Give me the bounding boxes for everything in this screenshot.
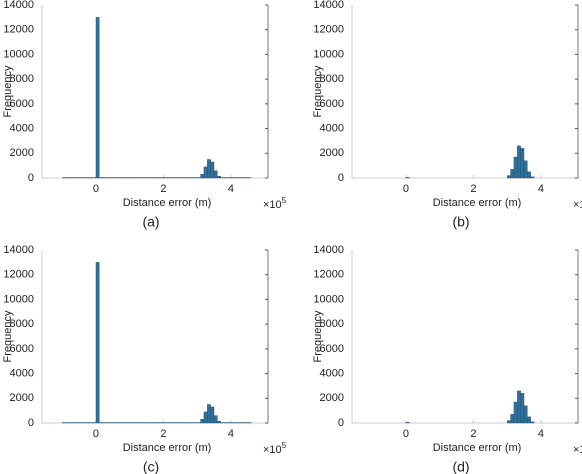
x-multiplier: ×105 bbox=[573, 196, 582, 211]
caption: (c) bbox=[143, 459, 159, 474]
y-tick-label: 14000 bbox=[313, 0, 344, 11]
y-axis-label: Frequency bbox=[2, 310, 14, 362]
x-axis-label: Distance error (m) bbox=[433, 197, 522, 209]
y-tick-label: 12000 bbox=[3, 269, 34, 281]
y-tick-label: 2000 bbox=[320, 147, 344, 159]
histogram-bar bbox=[523, 405, 528, 424]
histogram-bar bbox=[95, 262, 100, 424]
y-tick-label: 12000 bbox=[313, 24, 344, 36]
caption: (a) bbox=[142, 214, 159, 230]
histogram-bar bbox=[200, 419, 205, 424]
x-tick-label: 0 bbox=[403, 428, 409, 440]
y-tick-label: 14000 bbox=[313, 244, 344, 256]
y-tick-label: 0 bbox=[338, 417, 344, 429]
x-tick-label: 2 bbox=[470, 183, 476, 195]
histogram-bar bbox=[517, 390, 521, 424]
histogram-bar bbox=[207, 404, 211, 424]
histogram-bar bbox=[520, 393, 525, 424]
x-tick-label: 4 bbox=[228, 183, 234, 195]
y-tick-label: 10000 bbox=[3, 48, 34, 60]
x-axis-label: Distance error (m) bbox=[433, 442, 522, 454]
y-axis-label: Frequency bbox=[312, 310, 324, 362]
y-axis-label: Frequency bbox=[2, 65, 14, 117]
x-multiplier-base: ×10 bbox=[573, 199, 582, 211]
histogram-bar bbox=[513, 401, 518, 424]
x-tick-label: 2 bbox=[160, 428, 166, 440]
histogram-bar bbox=[203, 411, 208, 424]
y-axis-label: Frequency bbox=[312, 65, 324, 117]
y-tick-label: 14000 bbox=[3, 0, 34, 11]
y-tick-label: 2000 bbox=[10, 392, 34, 404]
x-multiplier-exponent: 5 bbox=[282, 196, 287, 205]
histogram-bar bbox=[213, 415, 218, 424]
y-tick-label: 0 bbox=[28, 417, 34, 429]
y-tick-label: 10000 bbox=[313, 293, 344, 305]
y-tick-label: 6000 bbox=[320, 98, 344, 110]
x-multiplier: ×105 bbox=[263, 196, 287, 211]
y-tick-label: 10000 bbox=[313, 48, 344, 60]
histogram-bar bbox=[200, 174, 205, 179]
y-tick-label: 4000 bbox=[10, 122, 34, 134]
histogram-bar bbox=[203, 166, 208, 179]
histogram-bar bbox=[530, 176, 535, 179]
y-tick-label: 12000 bbox=[3, 24, 34, 36]
y-tick-label: 2000 bbox=[320, 392, 344, 404]
x-tick-label: 2 bbox=[160, 183, 166, 195]
y-tick-label: 0 bbox=[28, 172, 34, 184]
y-tick-label: 6000 bbox=[10, 98, 34, 110]
x-axis-label: Distance error (m) bbox=[123, 197, 212, 209]
histogram-bar bbox=[95, 17, 100, 179]
x-tick-label: 0 bbox=[93, 183, 99, 195]
histogram-bar bbox=[405, 177, 410, 179]
y-tick-label: 4000 bbox=[320, 122, 344, 134]
x-tick-label: 0 bbox=[403, 183, 409, 195]
histogram-bar bbox=[517, 145, 521, 179]
y-tick-label: 2000 bbox=[10, 147, 34, 159]
histogram-bar bbox=[507, 175, 511, 179]
histogram-bar bbox=[527, 171, 531, 179]
histogram-bar bbox=[213, 170, 218, 179]
x-multiplier: ×105 bbox=[263, 441, 287, 456]
histogram-bar bbox=[510, 414, 515, 424]
y-tick-label: 4000 bbox=[320, 367, 344, 379]
y-tick-label: 8000 bbox=[320, 318, 344, 330]
x-multiplier-base: ×10 bbox=[263, 444, 282, 456]
histogram-bar bbox=[513, 156, 518, 179]
x-tick-label: 4 bbox=[538, 428, 544, 440]
caption: (b) bbox=[452, 214, 469, 230]
y-tick-label: 10000 bbox=[3, 293, 34, 305]
y-tick-label: 6000 bbox=[10, 343, 34, 355]
x-tick-label: 4 bbox=[538, 183, 544, 195]
x-multiplier-base: ×10 bbox=[263, 199, 282, 211]
x-multiplier-exponent: 5 bbox=[282, 441, 287, 450]
x-tick-label: 2 bbox=[470, 428, 476, 440]
y-tick-label: 8000 bbox=[10, 318, 34, 330]
histogram-bar bbox=[405, 422, 410, 424]
y-tick-label: 12000 bbox=[313, 269, 344, 281]
caption: (d) bbox=[452, 459, 469, 474]
histogram-bar bbox=[210, 161, 215, 179]
histogram-bar bbox=[523, 160, 528, 179]
histogram-bar bbox=[207, 159, 211, 179]
histogram-bar bbox=[530, 421, 535, 424]
y-tick-label: 8000 bbox=[10, 73, 34, 85]
histogram-bar bbox=[217, 420, 221, 424]
y-tick-label: 6000 bbox=[320, 343, 344, 355]
x-tick-label: 0 bbox=[93, 428, 99, 440]
histogram-bar bbox=[507, 420, 511, 424]
y-tick-label: 0 bbox=[338, 172, 344, 184]
x-axis-label: Distance error (m) bbox=[123, 442, 212, 454]
histogram-bar bbox=[217, 175, 221, 179]
histogram-bar bbox=[510, 169, 515, 179]
x-tick-label: 4 bbox=[228, 428, 234, 440]
y-tick-label: 8000 bbox=[320, 73, 344, 85]
y-tick-label: 4000 bbox=[10, 367, 34, 379]
x-multiplier-base: ×10 bbox=[573, 444, 582, 456]
histogram-bar bbox=[210, 406, 215, 424]
y-tick-label: 14000 bbox=[3, 244, 34, 256]
histogram-bar bbox=[520, 148, 525, 179]
x-multiplier: ×105 bbox=[573, 441, 582, 456]
histogram-bar bbox=[527, 416, 531, 424]
